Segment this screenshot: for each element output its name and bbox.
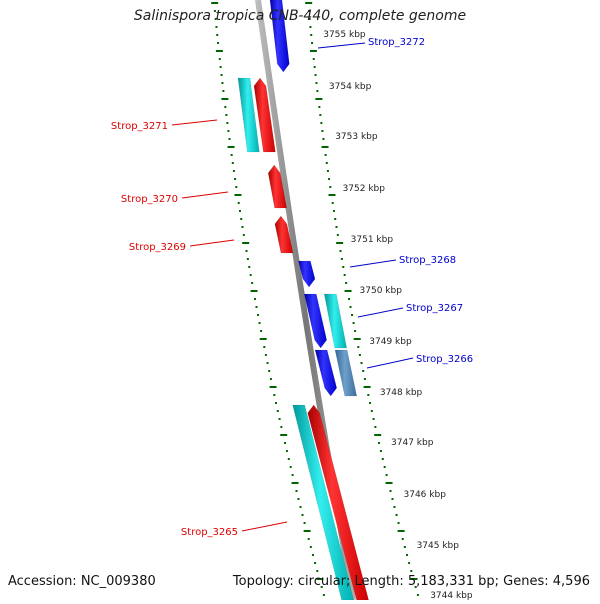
gene-arrow[interactable] <box>274 215 294 254</box>
scale-label: 3748 kbp <box>380 388 423 398</box>
scale-label: 3747 kbp <box>391 438 434 448</box>
gene-label[interactable]: Strop_3267 <box>406 303 463 314</box>
gene-label[interactable]: Strop_3271 <box>111 121 168 132</box>
scale-label: 3744 kbp <box>430 591 473 600</box>
gene-arrow[interactable] <box>307 404 369 601</box>
gene-label[interactable]: Strop_3270 <box>121 194 178 205</box>
paired-feature-bar[interactable] <box>334 349 358 397</box>
gene-arrow[interactable] <box>269 0 290 73</box>
gene-label-leader <box>349 259 397 268</box>
scale-label: 3749 kbp <box>369 337 412 347</box>
gene-label-leader <box>171 119 218 126</box>
gene-features <box>237 0 369 601</box>
gene-label[interactable]: Strop_3266 <box>416 354 473 365</box>
gene-label-leader <box>366 357 414 369</box>
scale-label: 3752 kbp <box>343 184 386 194</box>
paired-feature-bar[interactable] <box>237 77 260 153</box>
gene-label[interactable]: Strop_3272 <box>368 37 425 48</box>
gene-label-leader <box>189 239 235 247</box>
gene-labels: Strop_3272 Strop_3271 Strop_3270 Strop_3269… <box>111 37 473 538</box>
scale-label: 3755 kbp <box>323 30 366 40</box>
gene-label-leader <box>317 42 366 49</box>
scale-label: 3751 kbp <box>351 235 394 245</box>
scale-label: 3754 kbp <box>329 82 372 92</box>
map-title: Salinispora tropica CNB-440, complete ge… <box>133 8 467 24</box>
gene-label-leader <box>241 521 288 532</box>
gene-label[interactable]: Strop_3269 <box>129 242 186 253</box>
gene-arrow[interactable] <box>303 293 327 349</box>
gene-arrow[interactable] <box>298 260 316 288</box>
gene-arrow[interactable] <box>253 77 276 153</box>
paired-feature-bar[interactable] <box>323 293 347 349</box>
scale-label: 3746 kbp <box>404 490 447 500</box>
gene-label[interactable]: Strop_3268 <box>399 255 456 266</box>
paired-feature-bar[interactable] <box>292 404 354 601</box>
scale-ticks <box>211 2 419 596</box>
scale-label: 3750 kbp <box>360 286 403 296</box>
genome-summary-text: Topology: circular; Length: 5,183,331 bp… <box>232 574 590 589</box>
gene-arrow[interactable] <box>314 349 338 397</box>
gene-label-leader <box>181 191 229 199</box>
scale-label: 3745 kbp <box>417 541 460 551</box>
accession-text: Accession: NC_009380 <box>8 574 156 589</box>
gene-label-leader <box>357 307 404 318</box>
scale-label: 3753 kbp <box>335 132 378 142</box>
gene-arrow[interactable] <box>267 164 287 209</box>
gene-label[interactable]: Strop_3265 <box>181 527 238 538</box>
scale-labels: 3755 kbp 3754 kbp 3753 kbp 3752 kbp 3751 kbp… <box>323 30 473 601</box>
